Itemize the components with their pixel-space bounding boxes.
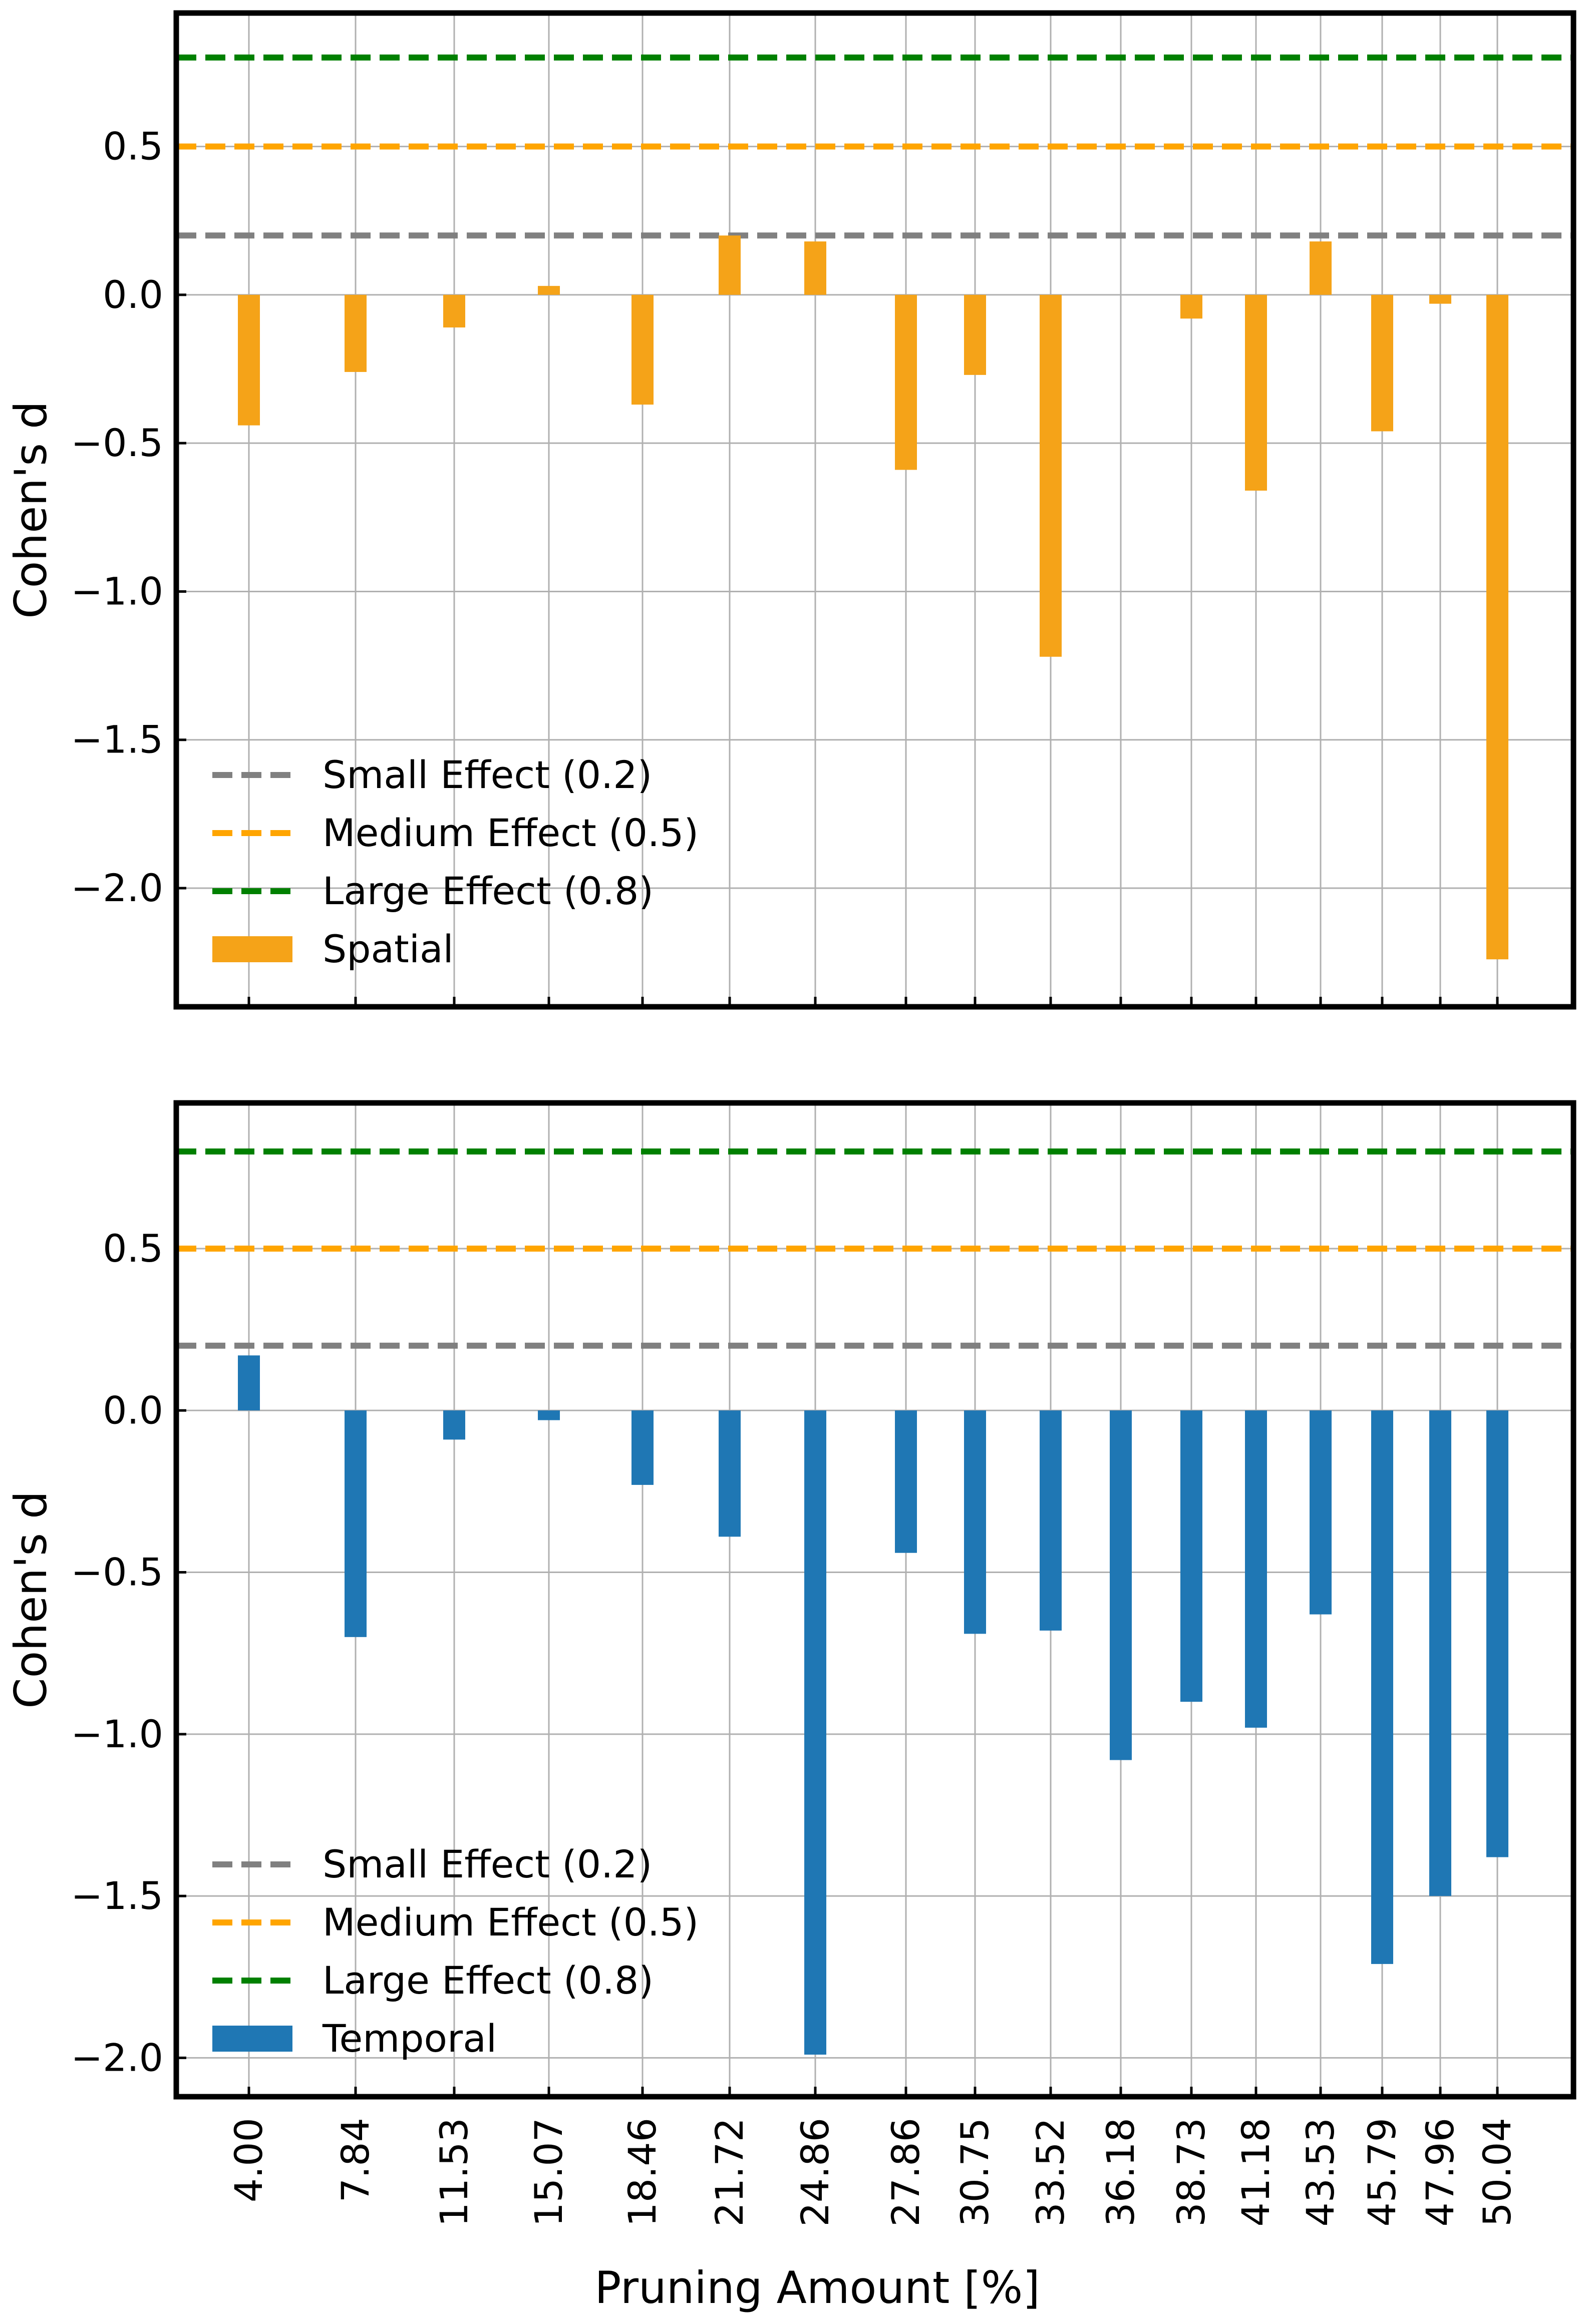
x-tick-label: 38.73 bbox=[1169, 2118, 1213, 2227]
x-tick-label: 47.96 bbox=[1418, 2118, 1462, 2227]
legend-entry: Medium Effect (0.5) bbox=[323, 811, 699, 855]
legend-entry: Small Effect (0.2) bbox=[323, 1842, 652, 1886]
bar bbox=[804, 241, 826, 295]
x-tick-label: 41.18 bbox=[1233, 2118, 1278, 2227]
x-tick-label: 21.72 bbox=[707, 2118, 752, 2227]
bar bbox=[1371, 294, 1393, 432]
bar bbox=[895, 1410, 917, 1553]
bar bbox=[538, 286, 560, 295]
bar bbox=[1245, 1410, 1267, 1728]
x-tick-labels: 4.00 7.84 11.53 15.07 18.46 21.72 24.86 27.86 30… bbox=[226, 2118, 1519, 2227]
bar bbox=[1371, 1410, 1393, 1964]
temporal-panel: 0.5 0.0 −0.5 −1.0 −1.5 −2.0 Cohen's d Small Eff… bbox=[5, 1100, 1576, 2100]
bar bbox=[1180, 1410, 1202, 1702]
y-tick-label: −0.5 bbox=[71, 1550, 163, 1595]
bar bbox=[1110, 1410, 1132, 1760]
bar bbox=[238, 294, 260, 426]
y-tick-label: −2.0 bbox=[71, 866, 163, 910]
x-tick-label: 50.04 bbox=[1475, 2118, 1519, 2227]
legend-entry: Small Effect (0.2) bbox=[323, 752, 652, 797]
spatial-panel: 0.5 0.0 −0.5 −1.0 −1.5 −2.0 Cohen's d Small Eff… bbox=[5, 10, 1576, 1010]
bar bbox=[1486, 1410, 1508, 1857]
bar bbox=[345, 1410, 367, 1637]
y-axis-label: Cohen's d bbox=[5, 401, 57, 619]
x-tick-label: 7.84 bbox=[333, 2118, 378, 2202]
x-tick-label: 4.00 bbox=[226, 2118, 271, 2202]
bar bbox=[1180, 294, 1202, 319]
y-tick-label: −1.0 bbox=[71, 569, 163, 613]
y-tick-label: 0.5 bbox=[103, 1226, 163, 1271]
bar bbox=[538, 1410, 560, 1420]
x-tick-label: 18.46 bbox=[620, 2118, 665, 2227]
bar bbox=[1429, 1410, 1451, 1896]
y-tick-label: 0.0 bbox=[103, 272, 163, 317]
legend-entry: Large Effect (0.8) bbox=[323, 869, 654, 913]
bar bbox=[1310, 1410, 1332, 1615]
legend-entry: Large Effect (0.8) bbox=[323, 1958, 654, 2003]
bar bbox=[1040, 294, 1062, 657]
x-tick-label: 45.79 bbox=[1360, 2118, 1404, 2227]
bar bbox=[443, 294, 465, 328]
x-tick-label: 24.86 bbox=[793, 2118, 837, 2227]
bar bbox=[631, 1410, 654, 1485]
bar bbox=[964, 294, 986, 375]
bar bbox=[631, 294, 654, 405]
y-axis-label: Cohen's d bbox=[5, 1491, 57, 1709]
y-tick-label: −2.0 bbox=[71, 2035, 163, 2080]
bar bbox=[895, 294, 917, 470]
bar bbox=[238, 1355, 260, 1411]
bar bbox=[1486, 294, 1508, 960]
x-tick-label: 33.52 bbox=[1028, 2118, 1073, 2227]
legend-entry: Medium Effect (0.5) bbox=[323, 1900, 699, 1945]
x-axis-label: Pruning Amount [%] bbox=[594, 2262, 1040, 2313]
y-tick-label: −1.0 bbox=[71, 1712, 163, 1756]
y-tick-label: 0.5 bbox=[103, 124, 163, 169]
bar bbox=[719, 1410, 741, 1537]
bar bbox=[1245, 294, 1267, 491]
x-tick-label: 30.75 bbox=[952, 2118, 997, 2227]
bar bbox=[1310, 241, 1332, 295]
bar bbox=[804, 1410, 826, 2055]
bar bbox=[1040, 1410, 1062, 1631]
plot-frame bbox=[173, 1100, 1576, 2100]
bar bbox=[719, 235, 741, 295]
x-tick-label: 15.07 bbox=[526, 2118, 571, 2227]
plot-frame bbox=[173, 10, 1576, 1010]
bar bbox=[1429, 294, 1451, 304]
x-tick-label: 27.86 bbox=[883, 2118, 928, 2227]
bar bbox=[443, 1410, 465, 1440]
legend-entry: Temporal bbox=[322, 2016, 497, 2061]
x-tick-label: 11.53 bbox=[432, 2118, 476, 2227]
legend-bar-swatch bbox=[212, 2026, 292, 2052]
x-tick-label: 43.53 bbox=[1298, 2118, 1343, 2227]
y-tick-label: 0.0 bbox=[103, 1388, 163, 1432]
bar bbox=[964, 1410, 986, 1634]
x-tick-label: 36.18 bbox=[1098, 2118, 1143, 2227]
bar bbox=[345, 294, 367, 372]
y-tick-label: −1.5 bbox=[71, 1873, 163, 1918]
legend-entry: Spatial bbox=[323, 927, 454, 971]
legend-bar-swatch bbox=[212, 936, 292, 962]
y-tick-label: −0.5 bbox=[71, 421, 163, 465]
y-tick-label: −1.5 bbox=[71, 717, 163, 762]
